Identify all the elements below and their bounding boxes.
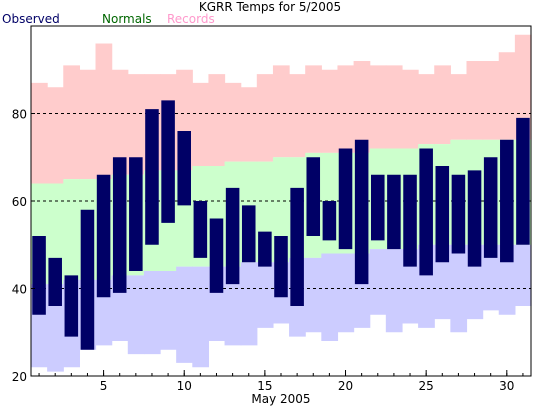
legend-entry-observed: Observed (2, 12, 60, 26)
observed-bar (177, 131, 191, 206)
observed-bar (403, 174, 417, 267)
record-high-band-segment (498, 52, 516, 140)
observed-bar (129, 157, 143, 271)
legend-entry-normals: Normals (102, 12, 152, 26)
record-high-band-segment (31, 82, 48, 184)
record-low-band-segment (127, 275, 145, 355)
y-tick-label: 20 (12, 370, 27, 384)
record-high-band-segment (466, 61, 484, 140)
observed-bar (371, 174, 385, 241)
record-high-band-segment (337, 65, 355, 153)
observed-bar (290, 187, 304, 306)
record-high-band-segment (369, 65, 387, 149)
observed-bar (338, 148, 353, 250)
observed-bar (387, 174, 401, 250)
observed-bar (96, 174, 111, 298)
normal-band-segment (63, 179, 80, 280)
legend-entry-records: Records (167, 12, 215, 26)
record-low-band-segment (176, 266, 193, 363)
record-high-band-segment (192, 82, 210, 166)
record-high-band-segment (321, 69, 339, 153)
observed-bar (161, 100, 175, 223)
record-low-band-segment (240, 262, 258, 346)
record-high-band-segment (240, 87, 258, 162)
record-high-band-segment (224, 82, 242, 162)
observed-bar (193, 201, 208, 258)
observed-bar (467, 170, 482, 267)
observed-bar (209, 218, 224, 293)
observed-bar (64, 275, 79, 337)
chart-title: KGRR Temps for 5/2005 (199, 0, 341, 14)
record-high-band-segment (401, 69, 419, 149)
record-low-band-segment (514, 244, 532, 306)
record-high-band-segment (353, 61, 371, 153)
observed-bar (322, 201, 337, 241)
record-low-band-segment (305, 257, 322, 333)
record-high-band-segment (256, 74, 274, 162)
y-tick-label: 80 (12, 108, 27, 122)
record-high-band-segment (482, 61, 500, 140)
observed-bar (112, 157, 127, 293)
axis-layer: 20 40 60 80 5 10 15 20 25 30 (12, 108, 524, 393)
observed-bar (516, 117, 530, 245)
record-high-band-segment (385, 65, 403, 149)
record-high-band-segment (272, 65, 290, 158)
record-high-band-segment (289, 74, 306, 158)
record-low-band-segment (401, 249, 419, 324)
observed-bar (258, 231, 272, 267)
observed-bar (354, 139, 369, 285)
record-high-band-segment (450, 74, 468, 140)
record-low-band-segment (385, 249, 403, 333)
record-low-band-segment (434, 244, 451, 320)
observed-bar (306, 157, 321, 236)
observed-bar (32, 236, 46, 315)
record-high-band-segment (47, 87, 64, 184)
x-tick-label: 5 (100, 379, 108, 393)
record-high-band-segment (208, 74, 226, 166)
record-low-band-segment (224, 266, 242, 346)
x-axis-label: May 2005 (251, 392, 310, 406)
record-low-band-segment (192, 266, 210, 368)
record-high-band-segment (127, 74, 145, 175)
observed-bar (145, 109, 159, 245)
observed-bar (274, 236, 288, 298)
record-low-band-segment (482, 244, 500, 311)
record-low-band-segment (256, 262, 274, 328)
y-tick-label: 40 (12, 283, 27, 297)
observed-bar-layer (32, 100, 530, 350)
x-tick-label: 10 (177, 379, 192, 393)
record-high-band-segment (95, 43, 113, 180)
record-high-band-segment (434, 65, 451, 145)
observed-bar (451, 174, 466, 254)
record-low-band-segment (369, 249, 387, 315)
x-tick-label: 15 (257, 379, 272, 393)
record-high-band-segment (418, 74, 435, 145)
observed-bar (419, 148, 433, 276)
observed-bar (483, 157, 498, 258)
record-high-band-segment (305, 65, 322, 153)
record-high-band-segment (63, 65, 80, 180)
record-high-band-segment (111, 69, 129, 175)
record-low-band-segment (160, 271, 177, 350)
record-low-band-segment (337, 253, 355, 333)
observed-bar (48, 257, 62, 306)
y-tick-label: 60 (12, 195, 27, 209)
record-high-band-segment (79, 69, 97, 180)
x-tick-label: 25 (419, 379, 434, 393)
observed-bar (435, 166, 450, 263)
record-low-band-segment (143, 271, 161, 355)
record-low-band-segment (321, 253, 339, 341)
observed-bar (500, 139, 514, 263)
observed-bar (80, 209, 95, 350)
observed-bar (225, 187, 240, 285)
x-tick-label: 30 (499, 379, 514, 393)
x-tick-label: 20 (338, 379, 353, 393)
observed-bar (241, 205, 256, 263)
